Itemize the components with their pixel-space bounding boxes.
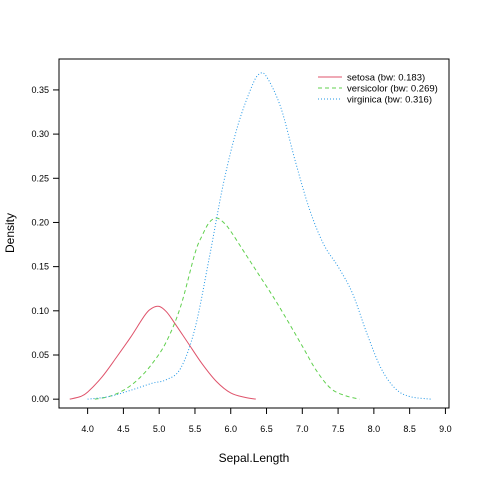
density-curve-versicolor <box>94 217 360 400</box>
x-tick-label: 5.5 <box>189 424 202 434</box>
y-tick-label: 0.30 <box>31 129 49 139</box>
y-tick-label: 0.05 <box>31 350 49 360</box>
legend-label-setosa: setosa (bw: 0.183) <box>347 73 425 84</box>
y-tick-label: 0.10 <box>31 306 49 316</box>
density-curve-setosa <box>69 305 256 400</box>
y-tick-label: 0.15 <box>31 262 49 272</box>
x-tick-label: 4.0 <box>81 424 94 434</box>
y-tick-label: 0.25 <box>31 173 49 183</box>
x-axis: 4.0 4.5 5.0 5.5 6.0 6.5 7.0 7.5 8.0 8.5 9.0 <box>81 407 452 434</box>
x-tick-label: 9.0 <box>439 424 452 434</box>
y-axis: 0.00 0.05 0.10 0.15 0.20 0.25 0.30 0.35 <box>31 85 60 404</box>
y-axis-title: Density <box>3 213 17 253</box>
x-tick-label: 8.5 <box>403 424 416 434</box>
legend: setosa (bw: 0.183) versicolor (bw: 0.269… <box>318 73 438 106</box>
x-tick-label: 4.5 <box>117 424 130 434</box>
y-tick-label: 0.20 <box>31 217 49 227</box>
y-tick-label: 0.35 <box>31 85 49 95</box>
y-tick-label: 0.00 <box>31 394 49 404</box>
density-curve-virginica <box>87 72 432 400</box>
x-tick-label: 6.5 <box>260 424 273 434</box>
density-curves <box>69 72 432 400</box>
legend-label-virginica: virginica (bw: 0.316) <box>347 95 432 106</box>
legend-label-versicolor: versicolor (bw: 0.269) <box>347 84 438 95</box>
x-tick-label: 7.0 <box>296 424 309 434</box>
x-tick-label: 8.0 <box>368 424 381 434</box>
x-tick-label: 7.5 <box>332 424 345 434</box>
x-axis-title: Sepal.Length <box>219 451 290 465</box>
x-tick-label: 5.0 <box>153 424 166 434</box>
x-tick-label: 6.0 <box>224 424 237 434</box>
